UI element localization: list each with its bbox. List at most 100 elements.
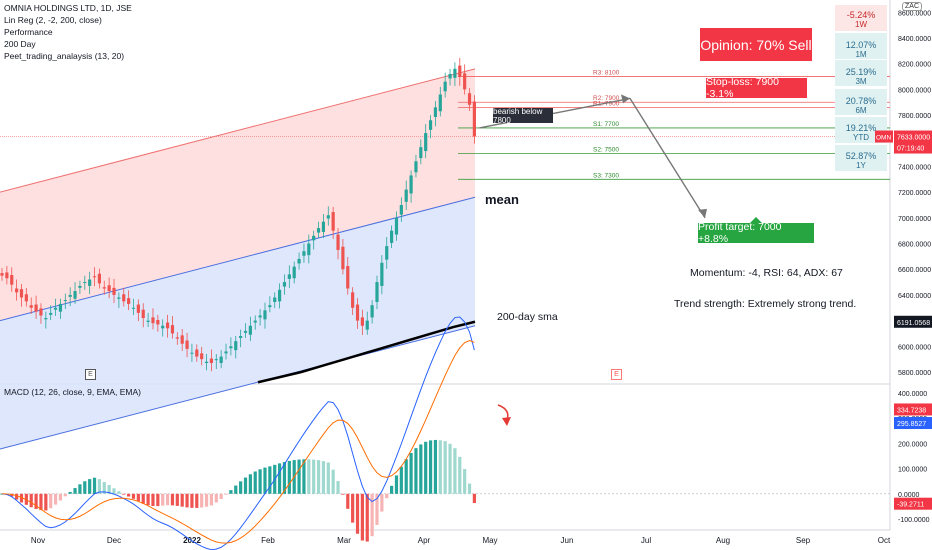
currency-badge: ZAC [902, 2, 922, 11]
price-axis-label: 6800.0000 [898, 242, 931, 249]
pivot-label: S2: 7500 [593, 147, 619, 154]
indicator-peet[interactable]: Peet_trading_analaysis (13, 20) [4, 51, 125, 61]
performance-cell [835, 5, 887, 31]
candle-body [287, 274, 291, 279]
time-axis-label: Sep [796, 536, 811, 545]
bearish-label: bearish below 7800 [493, 107, 553, 125]
candle-body [351, 292, 355, 308]
chart-title: OMNIA HOLDINGS LTD, 1D, JSE [4, 3, 132, 13]
macd-histogram-bar [161, 493, 165, 506]
candle-body [380, 262, 384, 286]
candle-body [92, 276, 97, 278]
macd-histogram-bar [399, 466, 403, 494]
macd-histogram-bar [73, 488, 77, 494]
macd-histogram-bar [102, 482, 106, 494]
indicator-performance[interactable]: Performance [4, 27, 53, 37]
arrowhead [502, 417, 511, 426]
sma-price-tag: 6191.0568 [897, 320, 930, 327]
price-axis-label: 8200.0000 [898, 62, 931, 69]
macd-histogram-bar [214, 493, 218, 503]
candle-body [248, 325, 252, 335]
macd-histogram-bar [88, 479, 92, 494]
price-axis-label: 6600.0000 [898, 267, 931, 274]
macd-histogram-bar [341, 493, 345, 495]
price-axis-label: 7200.0000 [898, 190, 931, 197]
profit-target-box: Profit target: 7000 +8.8% [698, 217, 814, 245]
macd-value-tag: 334.7238 [897, 407, 926, 414]
candle-body [365, 320, 369, 330]
candle-body [107, 285, 111, 292]
signal-value-tag: 295.8527 [897, 421, 926, 428]
macd-histogram-bar [375, 493, 379, 525]
macd-histogram-bar [380, 493, 384, 512]
macd-histogram-bar [404, 459, 408, 494]
candle-body [204, 361, 209, 364]
macd-histogram-bar [224, 493, 228, 495]
candle-body [170, 325, 175, 334]
candle-body [399, 205, 403, 215]
candle-body [453, 68, 457, 78]
candle-body [253, 320, 257, 323]
candle-body [394, 217, 399, 235]
candle-body [243, 330, 248, 333]
time-axis-label: Dec [107, 536, 121, 545]
macd-histogram-bar [370, 493, 374, 537]
candle-body [414, 161, 418, 173]
candle-body [424, 133, 428, 152]
candle-body [331, 212, 335, 231]
macd-histogram-bar [365, 493, 369, 542]
macd-histogram-bar [127, 493, 131, 497]
mean-label: mean [485, 192, 519, 207]
candle-body [214, 359, 218, 361]
earnings-event-icon[interactable]: E [85, 369, 96, 380]
macd-histogram-bar [394, 475, 399, 494]
candle-body [83, 282, 87, 284]
macd-histogram-bar [185, 493, 189, 508]
indicator-linreg[interactable]: Lin Reg (2, -2, 200, close) [4, 15, 102, 25]
macd-histogram-bar [282, 462, 287, 494]
macd-histogram-bar [97, 479, 101, 494]
candle-body [195, 349, 199, 357]
candle-body [146, 320, 150, 322]
macd-histogram-bar [239, 481, 243, 494]
macd-histogram-bar [360, 493, 364, 541]
candle-body [239, 336, 243, 338]
candle-body [156, 319, 160, 325]
macd-histogram-bar [253, 471, 257, 494]
macd-histogram-bar [68, 491, 72, 494]
candle-body [268, 305, 272, 308]
performance-cell [835, 60, 887, 86]
macd-histogram-bar [34, 493, 38, 509]
macd-histogram-bar [92, 477, 97, 494]
arrowhead [698, 208, 707, 218]
candle-body [336, 234, 340, 250]
candle-body [127, 298, 131, 304]
macd-axis-label: 100.0000 [898, 467, 927, 474]
price-axis-label: 6400.0000 [898, 293, 931, 300]
candle-body [5, 272, 9, 279]
indicator-200day[interactable]: 200 Day [4, 39, 36, 49]
candle-body [229, 346, 233, 349]
candle-body [102, 287, 106, 289]
macd-line [1, 316, 475, 550]
projection-down-arrow [629, 98, 706, 219]
macd-histogram-bar [209, 493, 214, 506]
macd-histogram-bar [151, 493, 155, 507]
candle-body [316, 228, 321, 233]
candle-body [375, 282, 379, 302]
macd-histogram-bar [234, 485, 238, 494]
lower-channel-fill [0, 197, 475, 450]
macd-histogram-bar [268, 466, 272, 494]
price-axis-label: 5800.0000 [898, 370, 931, 377]
time-axis-label: Aug [716, 536, 730, 545]
candle-body [428, 120, 433, 130]
candle-body [341, 246, 345, 270]
candle-body [370, 305, 374, 318]
macd-legend[interactable]: MACD (12, 26, close, 9, EMA, EMA) [4, 387, 141, 397]
earnings-event-icon[interactable]: E [611, 369, 622, 380]
price-axis-label: 8600.0000 [898, 10, 931, 17]
signal-value-tag-bg [894, 417, 932, 430]
candle-body [122, 294, 126, 302]
macd-axis-label: 200.0000 [898, 441, 927, 448]
macd-histogram-bar [453, 448, 457, 494]
